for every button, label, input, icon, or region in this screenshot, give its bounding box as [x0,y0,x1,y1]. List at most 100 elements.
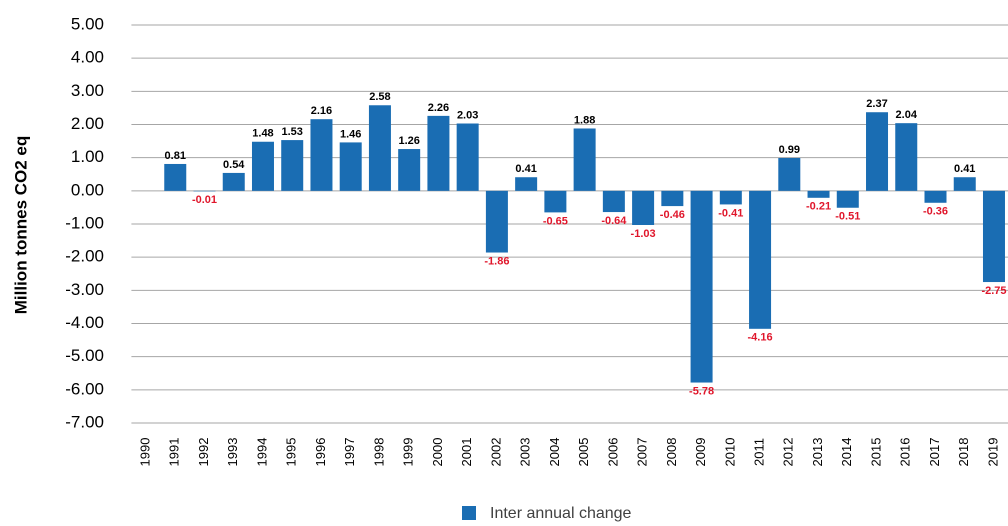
x-tick-label: 2008 [664,438,679,467]
bar [953,177,976,191]
x-tick-label: 2001 [459,438,474,467]
x-tick-label: 2007 [635,438,650,467]
x-tick-label: 2006 [605,438,620,467]
bar [924,190,947,203]
data-label: -1.86 [484,255,509,267]
bar [339,142,362,191]
data-label: 1.53 [282,126,303,138]
data-label: -0.65 [543,215,568,227]
bar [398,149,421,191]
data-label: 0.99 [779,144,800,156]
y-axis-label: Million tonnes CO2 eq [11,136,30,315]
legend-swatch [462,506,476,520]
y-tick-label: 2.00 [71,114,104,133]
data-label: 1.26 [398,135,419,147]
x-tick-label: 1994 [254,438,269,467]
x-tick-label: 2003 [518,438,533,467]
bar [807,190,830,198]
data-label: 0.54 [223,159,245,171]
bar [544,190,567,213]
x-tick-label: 2005 [576,438,591,467]
x-tick-label: 2016 [898,438,913,467]
data-label: 1.88 [574,114,595,126]
data-label: 2.04 [896,109,918,121]
x-tick-label: 2019 [985,438,1000,467]
bar [222,172,245,191]
y-tick-label: 1.00 [71,147,104,166]
data-label: -0.36 [923,206,948,218]
x-tick-label: 1992 [196,438,211,467]
y-tick-label: -7.00 [65,412,104,431]
x-tick-label: 2000 [430,438,445,467]
bar [866,112,889,191]
bar [778,157,801,191]
bar [632,190,655,225]
data-label: 1.46 [340,128,361,140]
data-label: -2.75 [981,285,1006,297]
x-tick-label: 2009 [693,438,708,467]
y-tick-label: -5.00 [65,346,104,365]
x-tick-label: 1993 [225,438,240,467]
x-tick-label: 2004 [547,438,562,467]
bar [193,190,216,192]
bar [573,128,596,191]
data-label: -0.46 [660,209,685,221]
bar [515,177,538,191]
x-tick-label: 1996 [313,438,328,467]
x-tick-label: 1998 [371,438,386,467]
x-tick-label: 2015 [868,438,883,467]
data-label: -0.64 [601,215,627,227]
data-label: 0.41 [954,163,975,175]
data-label: -0.01 [192,194,217,206]
y-tick-label: 0.00 [71,180,104,199]
bar [749,190,772,329]
data-label: -0.41 [718,207,743,219]
x-tick-label: 1999 [401,438,416,467]
data-label: 2.03 [457,109,478,121]
y-tick-label: -2.00 [65,247,104,266]
x-tick-label: 2002 [488,438,503,467]
x-tick-label: 2017 [927,438,942,467]
bar [661,190,684,207]
data-label: -0.51 [835,211,860,223]
y-tick-label: -6.00 [65,379,104,398]
y-tick-label: 4.00 [71,48,104,67]
bar [982,190,1005,283]
data-label: 1.48 [252,128,273,140]
x-tick-label: 2012 [781,438,796,467]
y-tick-label: 5.00 [71,14,104,33]
x-tick-label: 1997 [342,438,357,467]
x-tick-label: 2010 [722,438,737,467]
data-label: 0.41 [515,163,536,175]
bar [310,119,333,191]
x-tick-label: 1990 [137,438,152,467]
bar [602,190,625,213]
x-tick-label: 2013 [810,438,825,467]
bar [164,163,187,191]
data-label: -0.21 [806,201,831,213]
data-label: 0.81 [165,150,186,162]
x-tick-label: 2011 [751,438,766,466]
data-label: -4.16 [748,332,773,344]
bar [427,115,450,191]
data-label: -1.03 [631,228,656,240]
x-tick-label: 2014 [839,438,854,467]
bar [368,105,391,191]
data-label: 2.26 [428,102,449,114]
legend-label: Inter annual change [490,505,632,522]
bar [251,141,274,191]
data-label: -5.78 [689,385,714,397]
bar [690,190,713,383]
data-label: 2.37 [866,98,887,110]
data-label: 2.58 [369,91,390,103]
x-tick-label: 2018 [956,438,971,467]
bar [719,190,742,205]
bar [281,140,304,191]
y-tick-label: 3.00 [71,81,104,100]
y-tick-label: -3.00 [65,280,104,299]
bar [895,123,918,191]
bar [836,190,859,208]
y-tick-label: -4.00 [65,313,104,332]
bar [485,190,508,253]
